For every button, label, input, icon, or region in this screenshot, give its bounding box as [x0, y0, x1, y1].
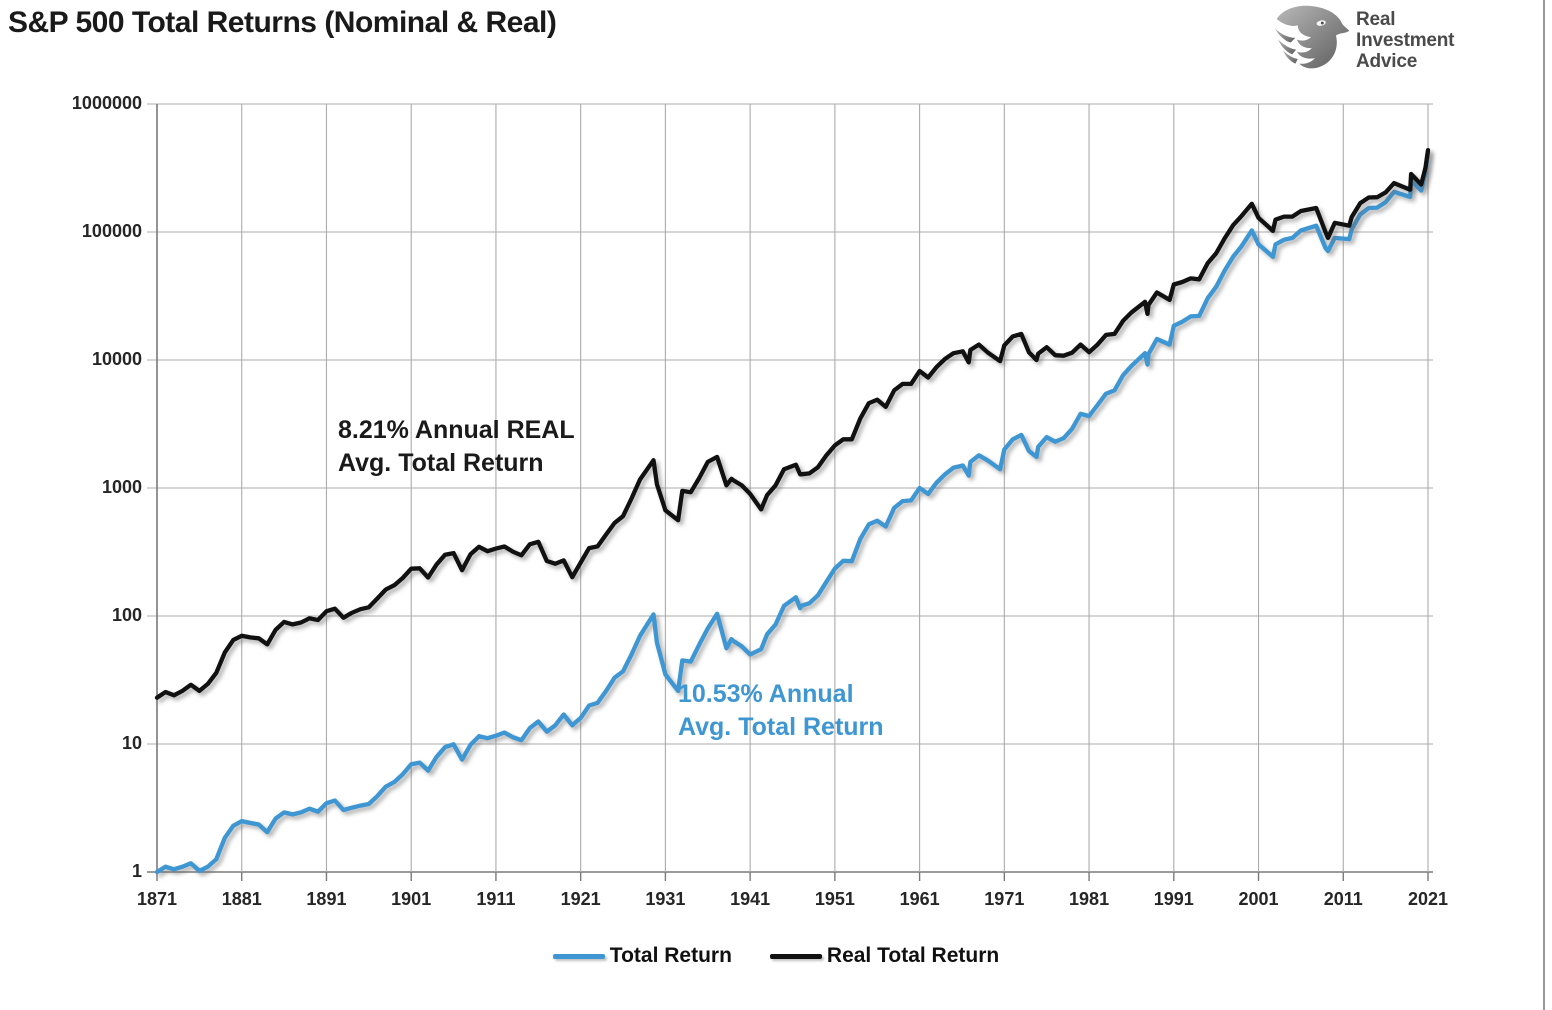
annotation-line: Avg. Total Return: [338, 449, 544, 477]
legend-item-real-total-return: Real Total Return: [769, 944, 1000, 968]
annotation-line: Avg. Total Return: [678, 713, 884, 741]
page-title: S&P 500 Total Returns (Nominal & Real): [8, 6, 557, 39]
annotation-line: 10.53% Annual: [678, 680, 854, 708]
brand-line: Investment: [1356, 30, 1455, 51]
real-total-return-swatch: [769, 953, 822, 959]
brand-logo: Real Investment Advice: [1260, 0, 1520, 84]
legend-label: Total Return: [609, 944, 732, 967]
real-return-annotation: 8.21% Annual REAL Avg. Total Return: [338, 414, 575, 480]
legend-label: Real Total Return: [826, 944, 1000, 967]
window-border: [1543, 0, 1545, 1010]
total-return-line: [154, 150, 1431, 875]
brand-line: Real: [1356, 9, 1396, 30]
legend-item-total-return: Total Return: [552, 944, 732, 968]
real-total-return-line: [154, 147, 1431, 700]
chart-legend: Total Return Real Total Return: [0, 944, 1552, 968]
annotation-line: 8.21% Annual REAL: [338, 416, 575, 444]
brand-name: Real Investment Advice: [1356, 9, 1455, 72]
total-return-swatch: [552, 953, 605, 959]
eagle-icon: [1275, 5, 1350, 69]
brand-line: Advice: [1356, 51, 1418, 72]
nominal-return-annotation: 10.53% Annual Avg. Total Return: [678, 678, 884, 744]
